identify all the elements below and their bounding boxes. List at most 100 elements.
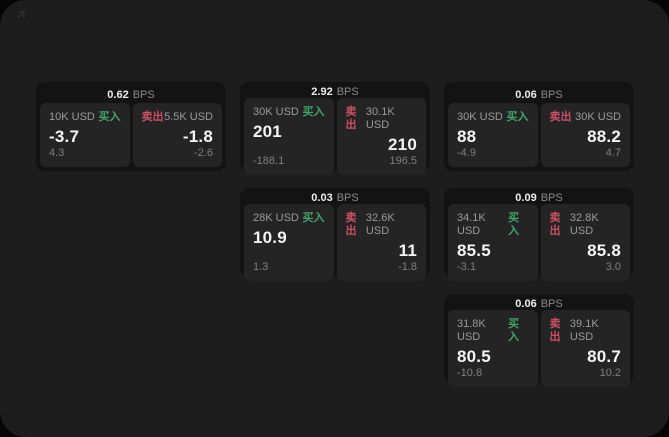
buy-label: 买入	[302, 106, 325, 118]
sell-header-row: 卖出 39.1K USD	[550, 318, 622, 344]
bps-unit-label: BPS	[132, 88, 155, 101]
bps-value: 0.03	[311, 192, 333, 204]
quote-card: 0.62 BPS 10K USD 买入 -3.7 4.3 卖出 5.5K USD…	[36, 82, 226, 171]
sell-header-row: 卖出 32.6K USD	[346, 212, 418, 238]
sell-label: 卖出	[141, 111, 164, 123]
sell-size: 5.5K USD	[164, 111, 213, 123]
sell-sub-value: 4.7	[605, 147, 621, 159]
buy-header-row: 10K USD 买入	[49, 111, 121, 124]
sell-panel[interactable]: 卖出 30.1K USD 210 196.5	[336, 98, 426, 175]
sell-sub-value: -2.6	[194, 147, 213, 159]
sell-label: 卖出	[549, 111, 572, 123]
buy-header-row: 34.1K USD 买入	[457, 212, 529, 238]
sell-label: 卖出	[345, 106, 357, 131]
sell-header-row: 卖出 32.8K USD	[550, 212, 622, 238]
buy-panel[interactable]: 30K USD 买入 201 -188.1	[244, 98, 334, 175]
buy-header-row: 30K USD 买入	[253, 106, 325, 119]
buy-size: 10K USD	[49, 111, 95, 123]
sell-label: 卖出	[345, 212, 357, 237]
sell-panel[interactable]: 卖出 5.5K USD -1.8 -2.6	[132, 103, 222, 167]
buy-sub-value: -3.1	[457, 261, 476, 273]
quote-card: 0.06 BPS 30K USD 买入 88 -4.9 卖出 30K USD 8…	[444, 82, 634, 171]
bps-value: 0.06	[515, 298, 537, 310]
quote-panels: 34.1K USD 买入 85.5 -3.1 卖出 32.8K USD 85.8…	[448, 204, 630, 281]
buy-panel[interactable]: 34.1K USD 买入 85.5 -3.1	[448, 204, 538, 281]
bps-unit-label: BPS	[336, 86, 359, 98]
buy-size: 31.8K USD	[457, 318, 486, 343]
sell-sub-value: 196.5	[389, 155, 417, 167]
buy-panel[interactable]: 10K USD 买入 -3.7 4.3	[40, 103, 130, 167]
sell-size: 32.6K USD	[365, 212, 395, 237]
quote-panels: 30K USD 买入 88 -4.9 卖出 30K USD 88.2 4.7	[448, 103, 630, 167]
quote-panels: 28K USD 买入 10.9 1.3 卖出 32.6K USD 11 -1.8	[244, 204, 426, 281]
sell-size: 30K USD	[575, 111, 621, 123]
buy-price: 88	[457, 127, 477, 146]
sell-size: 30.1K USD	[365, 106, 395, 131]
buy-price: 85.5	[457, 241, 491, 260]
sell-header-row: 卖出 30.1K USD	[346, 106, 418, 132]
sell-sub-value: -1.8	[398, 261, 417, 273]
sell-panel[interactable]: 卖出 32.6K USD 11 -1.8	[336, 204, 426, 281]
bps-value: 0.62	[107, 88, 129, 101]
card-header: 0.03 BPS	[244, 192, 426, 204]
card-header: 0.06 BPS	[448, 86, 630, 103]
buy-price: 201	[253, 122, 282, 141]
arrow-up-right-icon[interactable]	[15, 9, 27, 21]
sell-price: 210	[388, 135, 417, 154]
buy-label: 买入	[508, 212, 520, 237]
buy-sub-value: 1.3	[253, 261, 269, 273]
buy-size: 30K USD	[253, 106, 299, 118]
bps-unit-label: BPS	[540, 298, 563, 310]
buy-size: 28K USD	[253, 212, 299, 224]
buy-sub-value: -188.1	[253, 155, 285, 167]
buy-label: 买入	[508, 318, 520, 343]
buy-sub-value: -4.9	[457, 147, 476, 159]
card-grid: 0.62 BPS 10K USD 买入 -3.7 4.3 卖出 5.5K USD…	[36, 82, 634, 387]
buy-panel[interactable]: 28K USD 买入 10.9 1.3	[244, 204, 334, 281]
sell-price: 85.8	[587, 241, 621, 260]
buy-panel[interactable]: 31.8K USD 买入 80.5 -10.8	[448, 310, 538, 387]
sell-price: 88.2	[587, 127, 621, 146]
quote-panels: 31.8K USD 买入 80.5 -10.8 卖出 39.1K USD 80.…	[448, 310, 630, 387]
buy-size: 34.1K USD	[457, 212, 486, 237]
sell-panel[interactable]: 卖出 39.1K USD 80.7 10.2	[540, 310, 630, 387]
bps-value: 0.09	[515, 192, 537, 204]
buy-label: 买入	[302, 212, 325, 224]
buy-size: 30K USD	[457, 111, 503, 123]
buy-panel[interactable]: 30K USD 买入 88 -4.9	[448, 103, 538, 167]
card-header: 0.62 BPS	[40, 86, 222, 103]
sell-price: -1.8	[182, 127, 213, 146]
sell-panel[interactable]: 卖出 30K USD 88.2 4.7	[540, 103, 630, 167]
quote-card: 0.03 BPS 28K USD 买入 10.9 1.3 卖出 32.6K US…	[240, 188, 430, 281]
buy-header-row: 28K USD 买入	[253, 212, 325, 225]
quote-panels: 10K USD 买入 -3.7 4.3 卖出 5.5K USD -1.8 -2.…	[40, 103, 222, 167]
quote-panels: 30K USD 买入 201 -188.1 卖出 30.1K USD 210 1…	[244, 98, 426, 175]
buy-sub-value: 4.3	[49, 147, 65, 159]
card-header: 2.92 BPS	[244, 86, 426, 98]
bps-unit-label: BPS	[336, 192, 359, 204]
sell-price: 80.7	[587, 347, 621, 366]
sell-size: 32.8K USD	[569, 212, 599, 237]
buy-sub-value: -10.8	[457, 367, 483, 379]
buy-label: 买入	[506, 111, 529, 123]
bps-value: 0.06	[515, 88, 537, 101]
buy-header-row: 30K USD 买入	[457, 111, 529, 124]
buy-price: -3.7	[49, 127, 80, 146]
bps-unit-label: BPS	[540, 192, 563, 204]
buy-price: 10.9	[253, 228, 287, 247]
sell-header-row: 卖出 30K USD	[550, 111, 622, 124]
sell-sub-value: 10.2	[599, 367, 621, 379]
buy-price: 80.5	[457, 347, 491, 366]
quote-card: 0.09 BPS 34.1K USD 买入 85.5 -3.1 卖出 32.8K…	[444, 188, 634, 281]
sell-header-row: 卖出 5.5K USD	[142, 111, 214, 124]
bps-unit-label: BPS	[540, 88, 563, 101]
sell-panel[interactable]: 卖出 32.8K USD 85.8 3.0	[540, 204, 630, 281]
bps-value: 2.92	[311, 86, 333, 98]
buy-header-row: 31.8K USD 买入	[457, 318, 529, 344]
quote-card: 0.06 BPS 31.8K USD 买入 80.5 -10.8 卖出 39.1…	[444, 294, 634, 387]
card-header: 0.09 BPS	[448, 192, 630, 204]
sell-size: 39.1K USD	[569, 318, 599, 343]
sell-price: 11	[398, 241, 417, 260]
sell-sub-value: 3.0	[605, 261, 621, 273]
